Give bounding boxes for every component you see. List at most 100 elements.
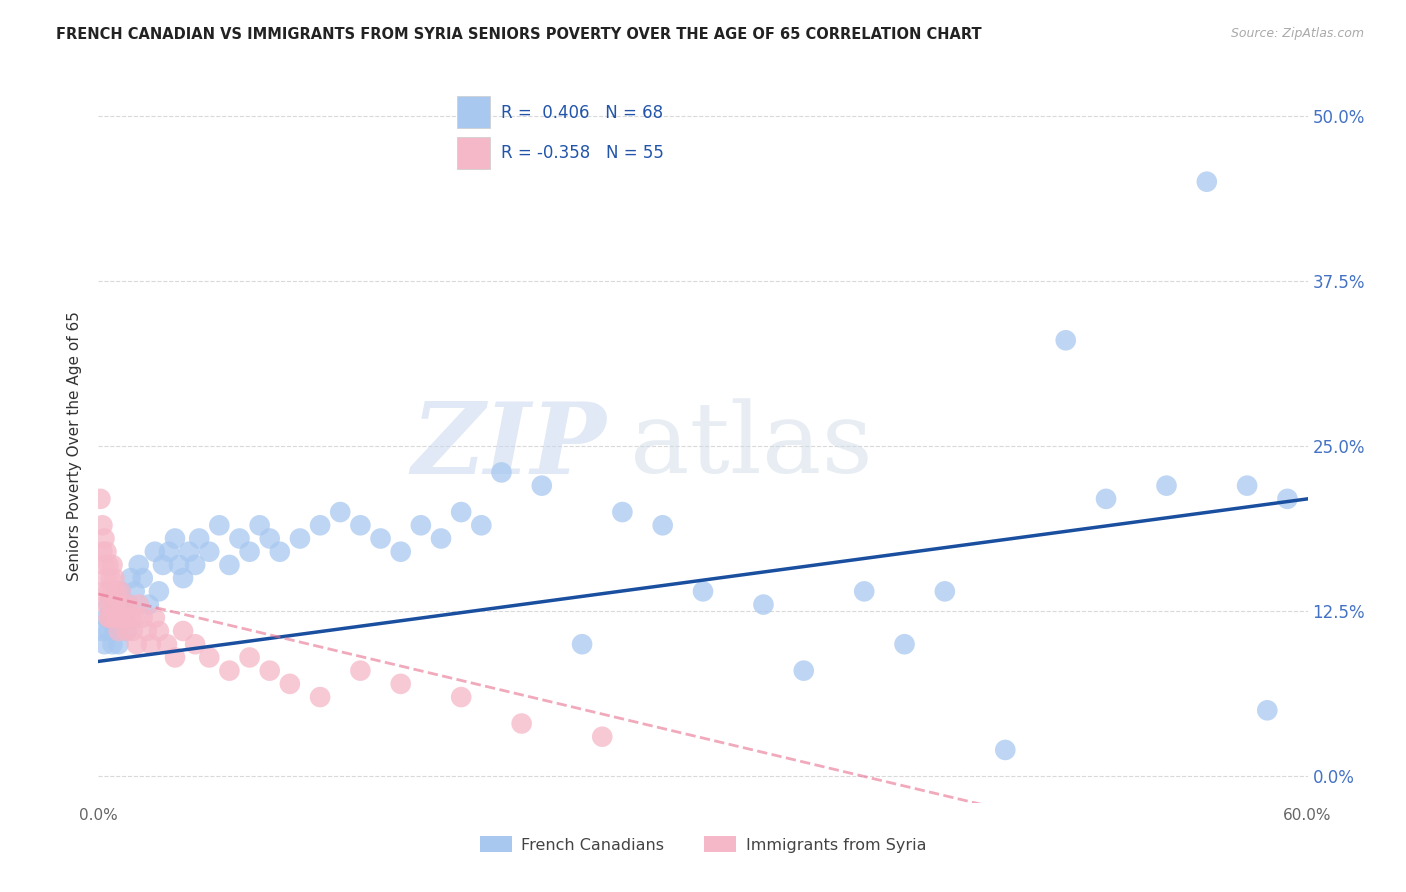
- Point: [259, 532, 281, 546]
- Point: [450, 690, 472, 704]
- Point: [96, 571, 118, 585]
- Point: [103, 571, 125, 585]
- Point: [591, 730, 613, 744]
- Point: [143, 611, 166, 625]
- Point: [101, 558, 124, 572]
- Point: [91, 624, 114, 638]
- Point: [389, 545, 412, 559]
- Point: [172, 571, 194, 585]
- Point: [128, 558, 150, 572]
- Point: [309, 518, 332, 533]
- Point: [107, 637, 129, 651]
- Point: [111, 598, 134, 612]
- Point: [97, 624, 120, 638]
- Point: [1054, 333, 1077, 347]
- Point: [156, 637, 179, 651]
- Y-axis label: Seniors Poverty Over the Age of 65: Seniors Poverty Over the Age of 65: [67, 311, 83, 581]
- Point: [96, 611, 118, 625]
- Point: [97, 558, 120, 572]
- Point: [530, 478, 553, 492]
- Point: [994, 743, 1017, 757]
- Point: [96, 545, 118, 559]
- Point: [93, 637, 115, 651]
- Point: [135, 624, 157, 638]
- Point: [97, 598, 120, 612]
- Point: [121, 624, 143, 638]
- Point: [239, 650, 262, 665]
- Point: [110, 584, 132, 599]
- Point: [103, 624, 125, 638]
- Point: [1236, 478, 1258, 492]
- Point: [157, 545, 180, 559]
- Point: [491, 466, 513, 480]
- Text: R =  0.406   N = 68: R = 0.406 N = 68: [501, 104, 662, 122]
- Point: [139, 637, 162, 651]
- Point: [853, 584, 876, 599]
- Point: [269, 545, 291, 559]
- Point: [163, 650, 186, 665]
- Point: [120, 611, 142, 625]
- Point: [89, 491, 111, 506]
- Point: [105, 611, 128, 625]
- Point: [179, 545, 201, 559]
- Point: [132, 571, 155, 585]
- Point: [167, 558, 190, 572]
- Point: [114, 611, 136, 625]
- Point: [934, 584, 956, 599]
- Point: [288, 532, 311, 546]
- Legend: French Canadians, Immigrants from Syria: French Canadians, Immigrants from Syria: [474, 830, 932, 859]
- Point: [239, 545, 262, 559]
- Point: [184, 637, 207, 651]
- Point: [143, 545, 166, 559]
- Point: [101, 611, 124, 625]
- Point: [132, 611, 155, 625]
- Point: [188, 532, 211, 546]
- Point: [91, 545, 114, 559]
- Point: [198, 545, 221, 559]
- Point: [571, 637, 593, 651]
- Point: [612, 505, 634, 519]
- Point: [450, 505, 472, 519]
- Point: [228, 532, 250, 546]
- Point: [114, 611, 136, 625]
- Text: ZIP: ZIP: [412, 398, 606, 494]
- Point: [100, 611, 122, 625]
- Point: [198, 650, 221, 665]
- Point: [100, 571, 122, 585]
- Point: [128, 598, 150, 612]
- Point: [148, 584, 170, 599]
- Point: [101, 637, 124, 651]
- Point: [100, 598, 122, 612]
- Point: [125, 637, 148, 651]
- Point: [97, 584, 120, 599]
- Point: [278, 677, 301, 691]
- Point: [1156, 478, 1178, 492]
- Point: [470, 518, 492, 533]
- Point: [893, 637, 915, 651]
- Point: [163, 532, 186, 546]
- Point: [1195, 175, 1218, 189]
- Point: [259, 664, 281, 678]
- Point: [1095, 491, 1118, 506]
- Point: [152, 558, 174, 572]
- Point: [115, 624, 138, 638]
- Point: [409, 518, 432, 533]
- Point: [793, 664, 815, 678]
- Point: [91, 518, 114, 533]
- Text: Source: ZipAtlas.com: Source: ZipAtlas.com: [1230, 27, 1364, 40]
- Point: [1256, 703, 1278, 717]
- Point: [115, 624, 138, 638]
- Point: [118, 598, 141, 612]
- Text: FRENCH CANADIAN VS IMMIGRANTS FROM SYRIA SENIORS POVERTY OVER THE AGE OF 65 CORR: FRENCH CANADIAN VS IMMIGRANTS FROM SYRIA…: [56, 27, 981, 42]
- Point: [1277, 491, 1299, 506]
- Point: [184, 558, 207, 572]
- Point: [111, 598, 134, 612]
- Point: [124, 584, 146, 599]
- Point: [172, 624, 194, 638]
- Point: [120, 571, 142, 585]
- FancyBboxPatch shape: [457, 96, 491, 128]
- Point: [309, 690, 332, 704]
- Point: [107, 598, 129, 612]
- Point: [107, 624, 129, 638]
- Point: [389, 677, 412, 691]
